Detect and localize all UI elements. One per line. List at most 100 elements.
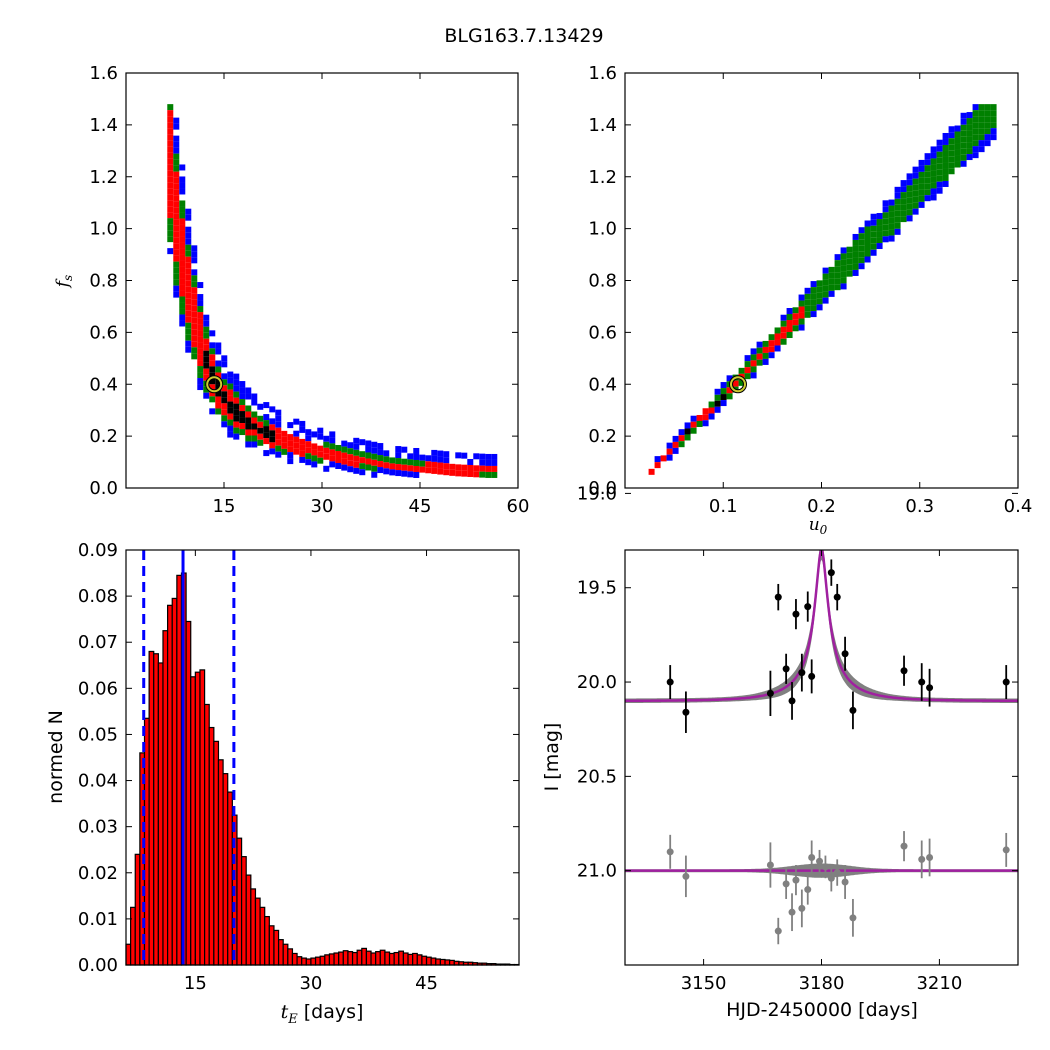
histogram-bar bbox=[167, 604, 173, 966]
heatmap-cell bbox=[648, 468, 655, 475]
fs-vs-tE-ytick-label: 0.2 bbox=[89, 426, 118, 447]
heatmap-cell bbox=[269, 436, 276, 443]
heatmap-cell bbox=[690, 427, 697, 434]
heatmap-cell bbox=[900, 192, 907, 199]
heatmap-cell bbox=[275, 421, 282, 428]
heatmap-cell bbox=[984, 110, 991, 117]
heatmap-cell bbox=[936, 175, 943, 182]
heatmap-cell bbox=[936, 187, 943, 194]
heatmap-cell bbox=[858, 239, 865, 246]
heatmap-cell bbox=[732, 380, 739, 387]
heatmap-cell bbox=[840, 271, 847, 278]
heatmap-cell bbox=[443, 463, 450, 470]
data-point bbox=[682, 708, 690, 716]
fs-vs-u0-ytick-label: 1.6 bbox=[588, 63, 617, 84]
data-point bbox=[804, 603, 812, 611]
heatmap-cell bbox=[191, 317, 198, 324]
heatmap-cell bbox=[245, 393, 252, 400]
heatmap-cell bbox=[173, 231, 180, 238]
heatmap-cell bbox=[984, 122, 991, 129]
histogram-bar bbox=[134, 853, 141, 966]
heatmap-cell bbox=[720, 388, 727, 395]
heatmap-cell bbox=[413, 447, 420, 454]
heatmap-cell bbox=[167, 188, 174, 195]
heatmap-cell bbox=[828, 278, 835, 285]
heatmap-cell bbox=[672, 435, 679, 442]
heatmap-cell bbox=[467, 464, 474, 471]
heatmap-cell bbox=[455, 452, 462, 459]
heatmap-cell bbox=[167, 134, 174, 141]
heatmap-cell bbox=[335, 457, 342, 464]
heatmap-cell bbox=[353, 443, 360, 450]
heatmap-cell bbox=[822, 297, 829, 304]
heatmap-cell bbox=[810, 281, 817, 288]
heatmap-cell bbox=[179, 176, 186, 183]
heatmap-cell bbox=[816, 292, 823, 299]
heatmap-cell bbox=[840, 259, 847, 266]
heatmap-cell bbox=[179, 302, 186, 309]
heatmap-cell bbox=[672, 447, 679, 454]
histogram-bar bbox=[425, 956, 432, 966]
heatmap-cell bbox=[233, 415, 240, 422]
heatmap-cell bbox=[215, 366, 222, 373]
heatmap-cell bbox=[690, 421, 697, 428]
heatmap-cell bbox=[912, 208, 919, 215]
heatmap-cell bbox=[972, 134, 979, 141]
heatmap-cell bbox=[383, 450, 390, 457]
heatmap-cell bbox=[227, 401, 234, 408]
heatmap-cell bbox=[822, 273, 829, 280]
heatmap-cell bbox=[179, 224, 186, 231]
heatmap-cell bbox=[185, 286, 192, 293]
heatmap-cell bbox=[443, 469, 450, 476]
data-point bbox=[849, 706, 857, 714]
heatmap-cell bbox=[245, 405, 252, 412]
heatmap-cell bbox=[401, 446, 408, 453]
panel-fs-vs-u0: 0.1 0.2 0.3 0.40.00.20.40.60.81.01.21.41.6 … bbox=[588, 63, 1032, 537]
heatmap-cell bbox=[936, 145, 943, 152]
heatmap-cell bbox=[365, 452, 372, 459]
fs-vs-u0-ytick-label: 0.0 bbox=[588, 478, 617, 499]
heatmap-cell bbox=[389, 457, 396, 464]
heatmap-cell bbox=[191, 347, 198, 354]
heatmap-cell bbox=[197, 318, 204, 325]
heatmap-cell bbox=[666, 454, 673, 461]
heatmap-cell bbox=[191, 341, 198, 348]
heatmap-cell bbox=[233, 397, 240, 404]
data-point bbox=[798, 669, 806, 677]
best-fit-marker-ring bbox=[729, 376, 746, 393]
heatmap-cell bbox=[437, 456, 444, 463]
heatmap-cell bbox=[870, 213, 877, 220]
heatmap-cell bbox=[293, 442, 300, 449]
heatmap-cell bbox=[834, 260, 841, 267]
heatmap-cell bbox=[371, 447, 378, 454]
heatmap-cell bbox=[383, 462, 390, 469]
data-point bbox=[900, 667, 908, 675]
heatmap-cell bbox=[491, 453, 498, 460]
heatmap-cell bbox=[473, 453, 480, 460]
heatmap-cell bbox=[251, 429, 258, 436]
heatmap-cell bbox=[918, 189, 925, 196]
heatmap-cell bbox=[221, 361, 228, 368]
lightcurve-plot-area bbox=[625, 550, 1018, 945]
heatmap-cell bbox=[179, 236, 186, 243]
tE-histogram-ylabel: normed N bbox=[45, 710, 67, 804]
heatmap-cell bbox=[299, 426, 306, 433]
heatmap-cell bbox=[317, 451, 324, 458]
data-point bbox=[1002, 678, 1010, 686]
histogram-bar bbox=[222, 773, 229, 966]
heatmap-cell bbox=[245, 411, 252, 418]
heatmap-cell bbox=[341, 464, 348, 471]
heatmap-cell bbox=[876, 243, 883, 250]
heatmap-cell bbox=[918, 183, 925, 190]
histogram-bar bbox=[435, 958, 441, 966]
heatmap-cell bbox=[365, 446, 372, 453]
data-point bbox=[918, 678, 926, 686]
heatmap-cell bbox=[924, 159, 931, 166]
heatmap-cell bbox=[948, 138, 955, 145]
heatmap-cell bbox=[774, 345, 781, 352]
heatmap-cell bbox=[455, 470, 462, 477]
histogram-bar bbox=[171, 597, 178, 966]
heatmap-cell bbox=[323, 441, 330, 448]
heatmap-cell bbox=[173, 153, 180, 160]
heatmap-cell bbox=[419, 454, 426, 461]
